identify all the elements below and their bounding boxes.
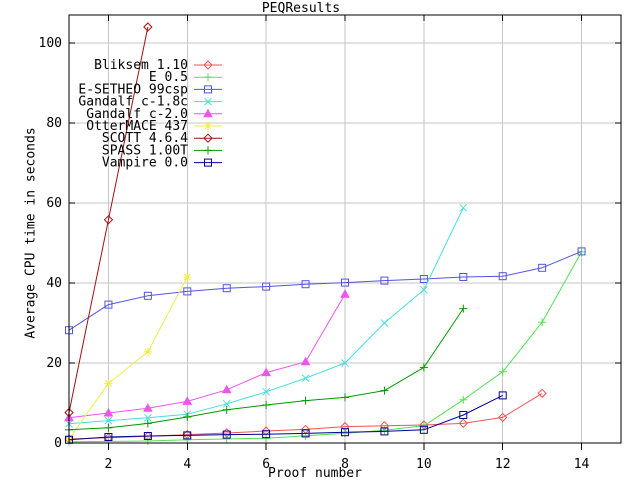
series-spass-1-00t (65, 304, 468, 434)
legend-label: Vampire 0.0 (102, 156, 188, 171)
legend-label: OtterMACE 437 (86, 119, 188, 134)
tick-labels: 2 4 6 8 10 12 14 0 20 40 60 80 100 (39, 36, 590, 472)
legend-label: E 0.5 (149, 70, 188, 85)
legend-item-gandalf-c-1-8c: Gandalf c-1.8c (78, 95, 222, 110)
y-tick-label: 20 (46, 356, 62, 371)
axes-border (68, 14, 622, 450)
y-tick-label: 80 (46, 116, 62, 131)
legend-item-ottermace-437: OtterMACE 437 (86, 119, 222, 134)
x-tick-label: 14 (574, 457, 590, 472)
legend-item-e-setheo-99csp: E-SETHEO 99csp (78, 82, 222, 97)
series-ottermace-437 (65, 273, 192, 443)
x-axis-label: Proof number (268, 466, 362, 480)
legend-label: SCOTT 4.6.4 (102, 131, 188, 146)
x-tick-label: 10 (416, 457, 432, 472)
x-tick-label: 4 (183, 457, 191, 472)
legend-label: Gandalf c-2.0 (86, 107, 188, 122)
series-vampire-0-0 (65, 391, 507, 444)
legend-item-vampire-0-0: Vampire 0.0 (102, 156, 222, 171)
x-tick-label: 2 (105, 457, 113, 472)
series-gandalf-c-2-0 (64, 289, 350, 422)
y-tick-label: 40 (46, 276, 62, 291)
x-tick-label: 12 (495, 457, 511, 472)
series-e-setheo-99csp (65, 247, 586, 335)
legend-label: E-SETHEO 99csp (78, 82, 188, 97)
gridlines (69, 15, 621, 443)
legend-label: Bliksem 1.10 (94, 58, 188, 73)
y-tick-label: 60 (46, 196, 62, 211)
x-tick-label: 6 (262, 457, 270, 472)
legend-label: Gandalf c-1.8c (78, 95, 188, 110)
y-tick-label: 100 (39, 36, 62, 51)
series-scott-4-6-4 (64, 22, 153, 418)
x-tick-label: 8 (341, 457, 349, 472)
legend-item-spass-1-00t: SPASS 1.00T (102, 143, 222, 158)
legend-item-scott-4-6-4: SCOTT 4.6.4 (102, 131, 222, 146)
series-e-0-5 (65, 247, 586, 446)
legend-item-bliksem-1-10: Bliksem 1.10 (94, 58, 222, 73)
legend-label: SPASS 1.00T (102, 143, 188, 158)
y-tick-label: 0 (54, 436, 62, 451)
legend-item-e-0-5: E 0.5 (149, 70, 222, 85)
legend-item-gandalf-c-2-0: Gandalf c-2.0 (86, 107, 222, 122)
chart-title: PEQResults (261, 1, 341, 16)
